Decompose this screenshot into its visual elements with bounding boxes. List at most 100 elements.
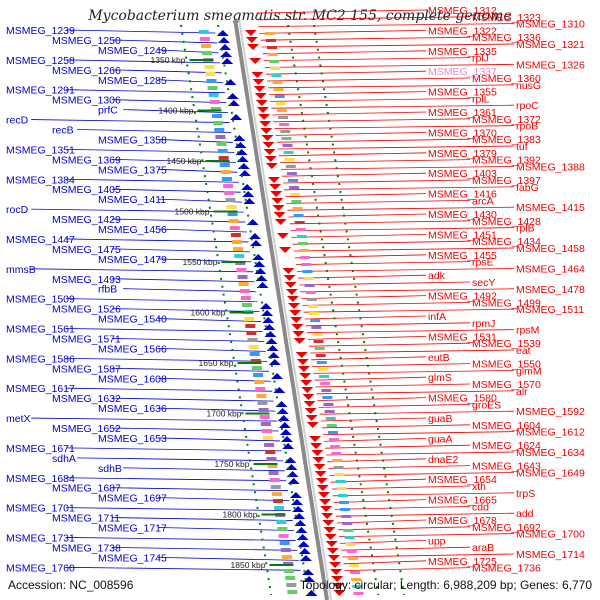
feature-block xyxy=(317,368,328,371)
scale-tick-label: 1350 kbp xyxy=(151,55,186,65)
minus-strand-gene-arrow xyxy=(238,170,251,176)
leader-line-right xyxy=(301,295,427,299)
feature-block xyxy=(264,443,275,447)
gene-label-right: MSMEG_1355 xyxy=(428,87,497,99)
gene-label-right: alr xyxy=(516,386,528,398)
feature-block xyxy=(213,121,224,125)
feature-block xyxy=(209,100,220,104)
plus-strand-gene-arrow xyxy=(304,408,317,414)
gene-label-left: MSMEG_1717 xyxy=(98,523,167,535)
leader-line-left xyxy=(65,328,263,332)
gene-label-right: MSMEG_1464 xyxy=(516,263,585,275)
gene-label-right: groES xyxy=(472,399,501,411)
leader-line-right xyxy=(272,111,427,116)
leader-line-left xyxy=(65,537,296,541)
gene-label-right: rpsM xyxy=(516,325,539,337)
gene-label-right: MSMEG_1478 xyxy=(516,284,585,296)
genome-summary: Topology: circular; Length: 6,988,209 bp… xyxy=(299,578,592,592)
leader-line-left xyxy=(65,59,221,64)
feature-block xyxy=(264,32,275,35)
leader-line-right xyxy=(307,336,427,340)
plus-strand-gene-arrow xyxy=(316,485,329,491)
plus-strand-gene-arrow xyxy=(313,464,326,470)
gene-label-right: guaB xyxy=(428,413,453,425)
plus-strand-gene-arrow xyxy=(262,142,275,148)
leader-line-left xyxy=(157,497,290,502)
gene-label-left: MSMEG_1632 xyxy=(52,393,121,405)
gene-label-right: eat xyxy=(516,345,531,357)
leader-line-left xyxy=(111,39,218,44)
leader-line-right xyxy=(331,485,471,490)
leader-line-left xyxy=(111,397,274,402)
feature-block xyxy=(302,270,313,273)
leader-line-right xyxy=(311,356,427,361)
leader-line-right xyxy=(259,30,427,34)
leader-line-left xyxy=(65,477,287,482)
minus-strand-gene-arrow xyxy=(303,576,316,582)
feature-block xyxy=(281,137,292,140)
plus-strand-gene-arrow xyxy=(285,289,298,295)
minus-strand-gene-arrow xyxy=(253,261,266,267)
feature-block xyxy=(283,151,294,154)
gene-label-left: MSMEG_1608 xyxy=(98,373,167,385)
feature-block xyxy=(341,515,352,518)
plus-strand-gene-arrow xyxy=(319,499,331,505)
plus-strand-gene-arrow xyxy=(311,450,324,456)
feature-block xyxy=(309,312,320,315)
feature-block xyxy=(207,86,218,90)
feature-block xyxy=(268,53,279,56)
feature-block xyxy=(322,396,333,399)
plus-strand-gene-arrow xyxy=(333,590,346,596)
feature-block xyxy=(260,422,271,426)
minus-strand-gene-arrow xyxy=(241,184,254,190)
gene-label-right: MSMEG_1714 xyxy=(516,549,585,561)
gene-label-right: glmS xyxy=(428,372,452,384)
gene-label-left: MSMEG_1566 xyxy=(98,343,167,355)
gene-label-right: MSMEG_1388 xyxy=(516,161,585,173)
gene-label-right: guaA xyxy=(428,433,453,445)
leader-line-right xyxy=(273,118,471,123)
feature-block xyxy=(210,107,221,111)
feature-block xyxy=(220,170,231,174)
gene-label-right: MSMEG_1700 xyxy=(516,529,585,541)
leader-line-right xyxy=(287,206,515,211)
minus-strand-gene-arrow xyxy=(252,254,265,260)
gene-label-right: MSMEG_1570 xyxy=(472,379,541,391)
feature-block xyxy=(324,410,335,413)
feature-block xyxy=(274,506,285,510)
leader-line-left xyxy=(111,427,279,432)
minus-strand-gene-arrow xyxy=(292,506,305,512)
leader-line-right xyxy=(289,220,471,225)
feature-block xyxy=(276,520,287,524)
leader-lines xyxy=(31,9,515,571)
feature-block xyxy=(349,564,359,567)
minus-strand-gene-arrow xyxy=(248,233,261,239)
leader-line-left xyxy=(157,437,281,442)
feature-block xyxy=(225,198,236,202)
feature-block xyxy=(277,527,288,531)
leader-line-left xyxy=(65,566,301,571)
plus-strand-gene-arrow xyxy=(326,548,339,554)
gene-label-right: araB xyxy=(472,542,494,554)
plus-strand-gene-arrow xyxy=(268,177,280,183)
leader-line-right xyxy=(261,43,515,48)
plus-strand-gene-arrow xyxy=(276,233,289,239)
gene-label-right: MSMEG_1383 xyxy=(472,134,541,146)
plus-strand-gene-arrow xyxy=(284,282,297,288)
feature-block xyxy=(259,415,270,419)
gene-label-right: nusG xyxy=(516,80,541,92)
feature-block xyxy=(310,319,321,322)
feature-block xyxy=(335,480,346,483)
feature-block xyxy=(201,44,211,48)
leader-line-left xyxy=(111,367,269,372)
leader-line-right xyxy=(276,138,471,143)
feature-block xyxy=(198,30,209,34)
plus-strand-gene-arrow xyxy=(296,359,309,365)
plus-strand-gene-arrow xyxy=(286,296,299,302)
gene-label-right: MSMEG_1550 xyxy=(472,359,541,371)
minus-strand-gene-arrow xyxy=(263,324,276,330)
feature-block xyxy=(224,191,235,195)
gene-label-right: MSMEG_1451 xyxy=(428,229,497,241)
minus-strand-gene-arrow xyxy=(256,282,269,288)
